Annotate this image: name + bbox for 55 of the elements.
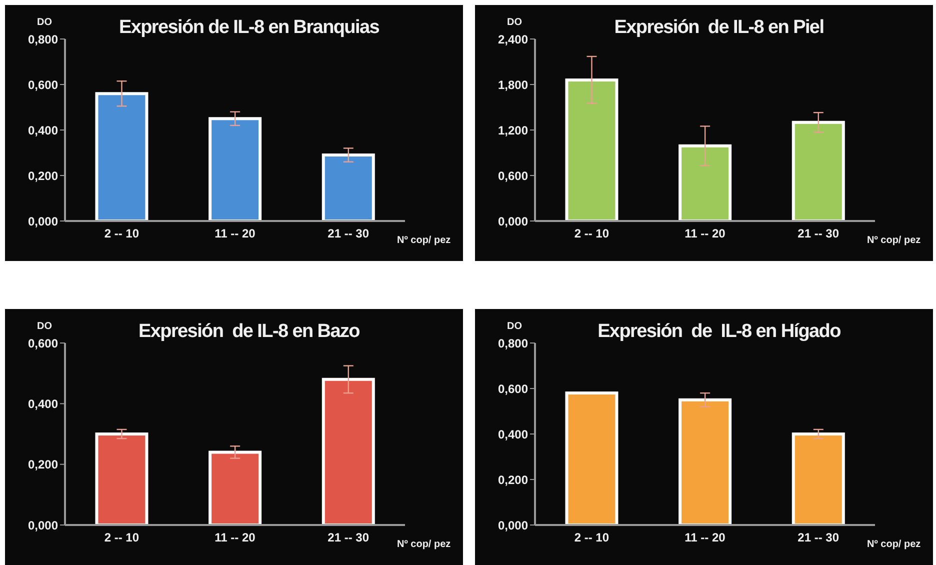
y-tick-label: 0,000 [28, 518, 58, 532]
y-axis-title: DO [37, 17, 52, 28]
bar [792, 432, 845, 525]
chart-title: Expresión de IL-8 en Hígado [596, 321, 842, 343]
y-tick-label: 1,800 [498, 78, 528, 92]
bar [208, 450, 262, 525]
y-tick-label: 0,800 [498, 336, 528, 350]
y-tick-label: 0,200 [28, 458, 58, 472]
y-tick-label: 0,000 [498, 214, 528, 228]
bar [678, 144, 732, 221]
y-tick-label: 0,600 [498, 168, 528, 183]
bar [208, 117, 262, 221]
chart-title: Expresión de IL-8 en Piel [613, 17, 825, 39]
y-tick-label: 0,000 [28, 214, 58, 228]
bar [678, 398, 732, 525]
y-tick-label: 2,400 [498, 32, 528, 46]
x-tick-label: 21 -- 30 [328, 226, 370, 241]
x-tick-label: 2 -- 10 [104, 530, 140, 545]
x-tick-label: 11 -- 20 [214, 530, 256, 545]
chart-title: Expresión de IL-8 en Bazo [138, 321, 360, 343]
x-tick-label: 11 -- 20 [684, 530, 726, 545]
x-tick-label: 21 -- 30 [798, 530, 840, 545]
y-tick-label: 0,600 [28, 336, 58, 350]
y-tick-label: 0,400 [28, 396, 58, 411]
x-tick-label: 21 -- 30 [328, 530, 370, 545]
y-tick-label: 1,200 [498, 123, 528, 138]
y-tick-label: 0,600 [28, 78, 58, 92]
y-tick-label: 0,400 [28, 123, 58, 138]
x-axis-title: Nº cop/ pez [867, 235, 921, 246]
bar [95, 432, 148, 525]
bar [322, 378, 375, 525]
bar [792, 120, 845, 221]
y-axis-title: DO [507, 321, 522, 332]
bar [322, 154, 375, 221]
y-tick-label: 0,600 [498, 382, 528, 396]
bar [565, 78, 618, 221]
y-tick-label: 0,200 [498, 472, 528, 487]
y-tick-label: 0,800 [28, 32, 58, 46]
bar [95, 92, 148, 221]
x-tick-label: 2 -- 10 [574, 226, 610, 241]
y-axis-title: DO [507, 17, 522, 28]
x-axis-title: Nº cop/ pez [397, 235, 451, 246]
x-tick-label: 21 -- 30 [798, 226, 840, 241]
y-axis-title: DO [37, 321, 52, 332]
x-tick-label: 11 -- 20 [214, 226, 256, 241]
y-tick-label: 0,200 [28, 168, 58, 183]
bar [565, 392, 618, 525]
chart-title: Expresión de IL-8 en Branquias [118, 17, 380, 39]
x-axis-title: Nº cop/ pez [397, 539, 451, 550]
x-tick-label: 2 -- 10 [104, 226, 140, 241]
x-tick-label: 2 -- 10 [574, 530, 610, 545]
x-tick-label: 11 -- 20 [684, 226, 726, 241]
x-axis-title: Nº cop/ pez [867, 539, 921, 550]
y-tick-label: 0,000 [498, 518, 528, 532]
y-tick-label: 0,400 [498, 427, 528, 442]
